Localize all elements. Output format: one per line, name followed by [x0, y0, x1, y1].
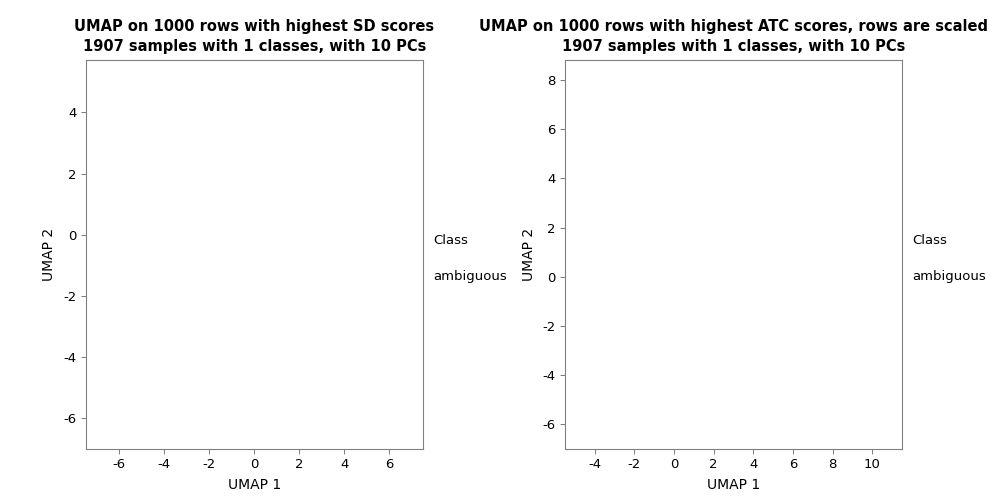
Text: Class: Class: [912, 234, 948, 247]
Y-axis label: UMAP 2: UMAP 2: [521, 228, 535, 281]
Y-axis label: UMAP 2: UMAP 2: [42, 228, 56, 281]
X-axis label: UMAP 1: UMAP 1: [228, 477, 281, 491]
Title: UMAP on 1000 rows with highest SD scores
1907 samples with 1 classes, with 10 PC: UMAP on 1000 rows with highest SD scores…: [75, 19, 434, 54]
Text: ambiguous: ambiguous: [912, 270, 986, 283]
Title: UMAP on 1000 rows with highest ATC scores, rows are scaled
1907 samples with 1 c: UMAP on 1000 rows with highest ATC score…: [479, 19, 988, 54]
X-axis label: UMAP 1: UMAP 1: [707, 477, 760, 491]
Text: Class: Class: [433, 234, 468, 247]
Text: ambiguous: ambiguous: [433, 270, 507, 283]
